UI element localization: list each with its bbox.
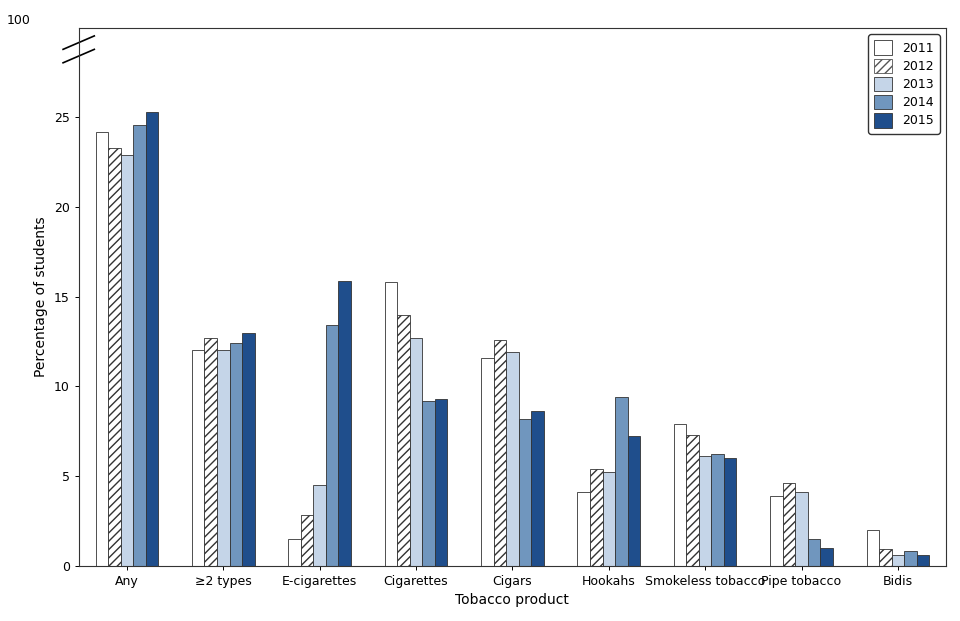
Bar — [397, 315, 410, 566]
Bar — [192, 350, 204, 566]
Y-axis label: Percentage of students: Percentage of students — [35, 216, 48, 377]
Bar — [782, 483, 795, 566]
Bar — [628, 437, 640, 566]
Bar — [108, 148, 121, 566]
Bar — [96, 132, 108, 566]
Bar — [313, 485, 325, 566]
Bar — [879, 550, 892, 566]
Bar — [288, 538, 300, 566]
X-axis label: Tobacco product: Tobacco product — [455, 593, 569, 607]
Bar — [242, 332, 254, 566]
Bar — [518, 419, 531, 566]
Bar — [904, 551, 917, 566]
Bar — [385, 283, 397, 566]
Bar — [133, 125, 146, 566]
Bar — [711, 455, 724, 566]
Bar — [807, 538, 821, 566]
Bar — [481, 358, 493, 566]
Bar — [300, 515, 313, 566]
Bar — [603, 473, 615, 566]
Bar — [146, 112, 158, 566]
Bar — [493, 340, 506, 566]
Bar — [435, 399, 447, 566]
Bar — [422, 401, 435, 566]
Bar — [917, 555, 929, 566]
Bar — [506, 352, 518, 566]
Bar — [204, 338, 217, 566]
Bar — [325, 325, 339, 566]
Bar — [795, 492, 807, 566]
Text: 100: 100 — [7, 14, 31, 27]
Bar — [121, 155, 133, 566]
Bar — [686, 435, 699, 566]
Bar — [229, 343, 242, 566]
Bar — [578, 492, 590, 566]
Bar — [590, 469, 603, 566]
Bar — [410, 338, 422, 566]
Bar — [615, 397, 628, 566]
Bar — [339, 281, 351, 566]
Bar — [531, 411, 543, 566]
Legend: 2011, 2012, 2013, 2014, 2015: 2011, 2012, 2013, 2014, 2015 — [868, 34, 940, 134]
Bar — [892, 555, 904, 566]
Bar — [724, 458, 736, 566]
Bar — [674, 424, 686, 566]
Bar — [770, 496, 782, 566]
Bar — [867, 530, 879, 566]
Bar — [217, 350, 229, 566]
Bar — [821, 548, 833, 566]
Bar — [699, 456, 711, 566]
